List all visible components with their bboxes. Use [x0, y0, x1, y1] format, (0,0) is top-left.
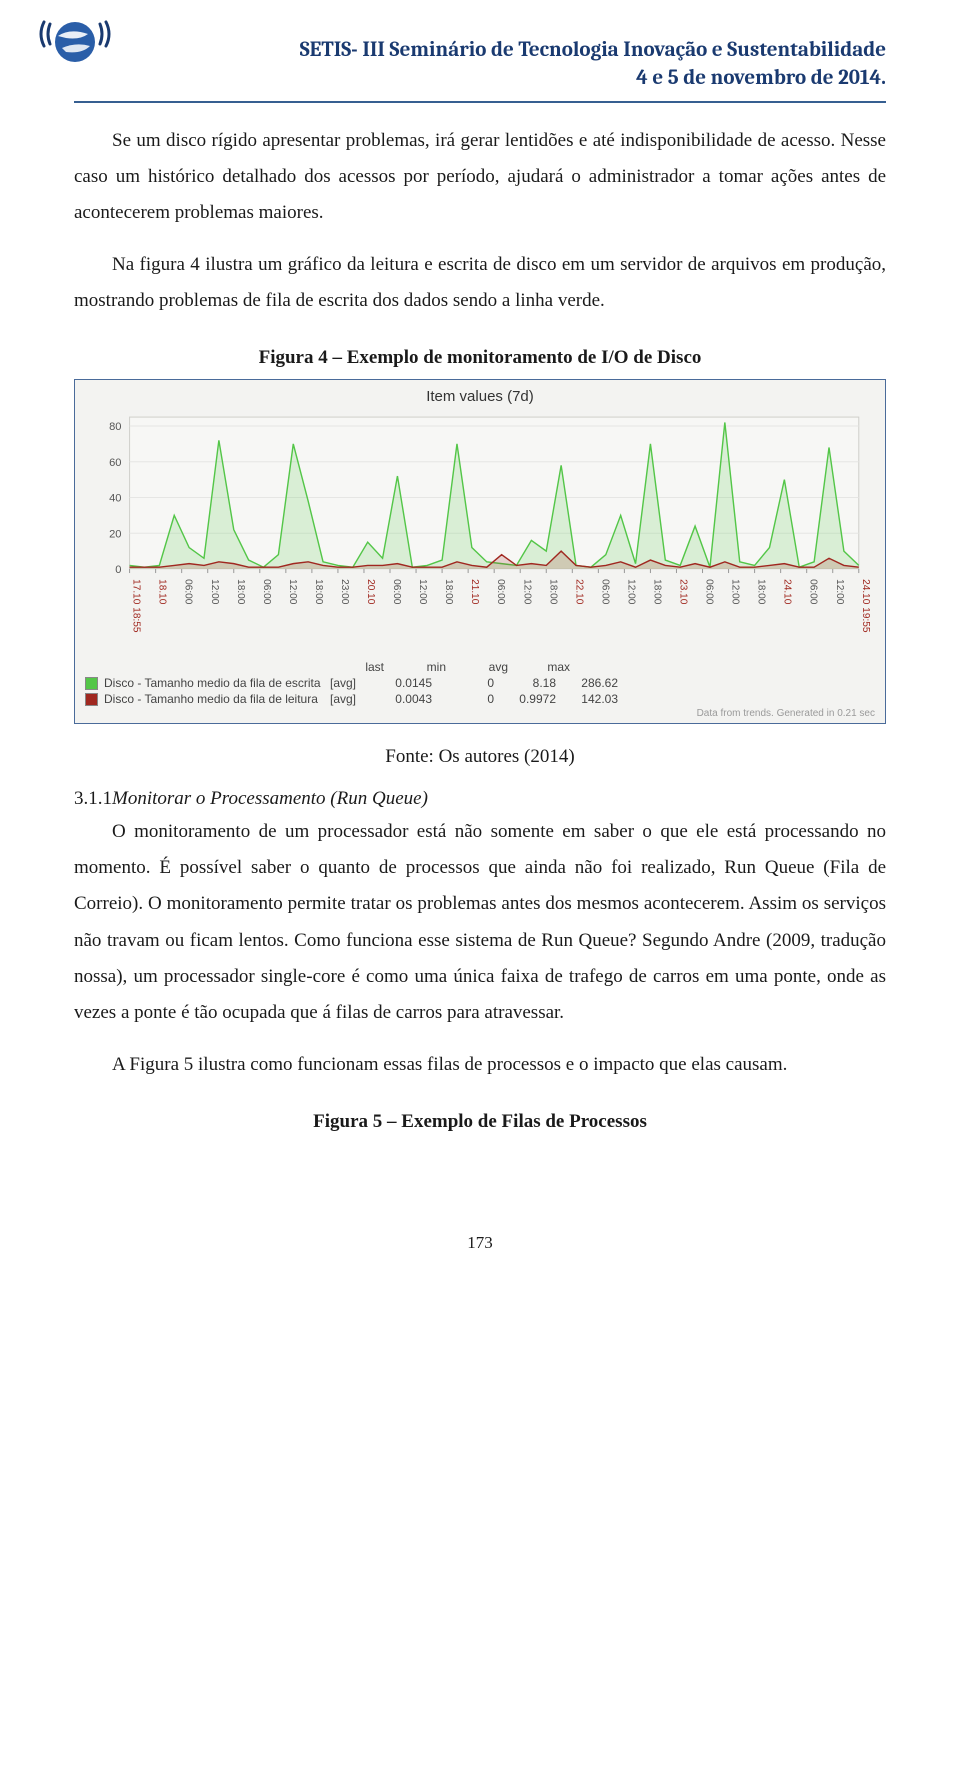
svg-text:0: 0 [115, 564, 121, 576]
svg-text:80: 80 [109, 421, 121, 433]
legend-max: 142.03 [562, 692, 618, 706]
svg-text:18:00: 18:00 [313, 579, 324, 605]
chart-svg: 0 20 40 60 80 17.10 18:55 18.10 06:00 12:00 18:0… [85, 411, 875, 654]
svg-text:06:00: 06:00 [261, 579, 272, 605]
svg-text:12:00: 12:00 [730, 579, 741, 605]
figure5-title: Figura 5 – Exemplo de Filas de Processos [74, 1111, 886, 1133]
legend-agg: [avg] [330, 692, 370, 706]
svg-text:22.10: 22.10 [573, 579, 584, 605]
svg-text:18:00: 18:00 [547, 579, 558, 605]
svg-text:18:00: 18:00 [235, 579, 246, 605]
section-heading: 3.1.1Monitorar o Processamento (Run Queu… [74, 788, 886, 810]
svg-text:06:00: 06:00 [599, 579, 610, 605]
header-rule [74, 101, 886, 103]
legend-max: 286.62 [562, 676, 618, 690]
svg-text:06:00: 06:00 [808, 579, 819, 605]
svg-text:18:00: 18:00 [756, 579, 767, 605]
svg-text:21.10: 21.10 [469, 579, 480, 605]
figure4-source: Fonte: Os autores (2014) [74, 746, 886, 768]
svg-text:12:00: 12:00 [209, 579, 220, 605]
legend-col: last [328, 660, 384, 674]
figure4-chart: Item values (7d) 0 20 40 60 80 17.10 18:55 18… [74, 379, 886, 724]
logo [36, 14, 114, 83]
svg-text:06:00: 06:00 [391, 579, 402, 605]
page-header: SETIS- III Seminário de Tecnologia Inova… [74, 36, 886, 93]
legend-last: 0.0145 [376, 676, 432, 690]
legend-label: Disco - Tamanho medio da fila de leitura [104, 692, 324, 706]
legend-col: avg [452, 660, 508, 674]
svg-text:18:00: 18:00 [443, 579, 454, 605]
svg-text:12:00: 12:00 [521, 579, 532, 605]
svg-text:20.10: 20.10 [365, 579, 376, 605]
page-number: 173 [74, 1233, 886, 1253]
svg-text:23:00: 23:00 [339, 579, 350, 605]
legend-avg: 0.9972 [500, 692, 556, 706]
figure4-title: Figura 4 – Exemplo de monitoramento de I… [74, 347, 886, 369]
svg-text:20: 20 [109, 528, 121, 540]
svg-text:12:00: 12:00 [625, 579, 636, 605]
header-line-2: 4 e 5 de novembro de 2014. [74, 64, 886, 92]
svg-text:24.10 19:55: 24.10 19:55 [860, 579, 871, 633]
legend-label: Disco - Tamanho medio da fila de escrita [104, 676, 324, 690]
svg-text:06:00: 06:00 [495, 579, 506, 605]
svg-text:12:00: 12:00 [417, 579, 428, 605]
svg-text:18.10: 18.10 [157, 579, 168, 605]
svg-text:17.10 18:55: 17.10 18:55 [131, 579, 142, 633]
paragraph: A Figura 5 ilustra como funcionam essas … [74, 1047, 886, 1083]
svg-text:40: 40 [109, 493, 121, 505]
legend-last: 0.0043 [376, 692, 432, 706]
svg-text:23.10: 23.10 [678, 579, 689, 605]
paragraph: Na figura 4 ilustra um gráfico da leitur… [74, 247, 886, 319]
svg-text:12:00: 12:00 [287, 579, 298, 605]
svg-text:06:00: 06:00 [183, 579, 194, 605]
header-line-1: SETIS- III Seminário de Tecnologia Inova… [74, 36, 886, 64]
svg-text:12:00: 12:00 [834, 579, 845, 605]
chart-title: Item values (7d) [85, 388, 875, 405]
svg-text:18:00: 18:00 [651, 579, 662, 605]
legend-avg: 8.18 [500, 676, 556, 690]
chart-footer-note: Data from trends. Generated in 0.21 sec [85, 708, 875, 719]
paragraph: Se um disco rígido apresentar problemas,… [74, 123, 886, 231]
legend-agg: [avg] [330, 676, 370, 690]
chart-legend: last min avg max Disco - Tamanho medio d… [85, 660, 875, 706]
legend-col: max [514, 660, 570, 674]
svg-text:06:00: 06:00 [704, 579, 715, 605]
legend-swatch-leitura [85, 693, 98, 706]
svg-text:24.10: 24.10 [782, 579, 793, 605]
legend-col: min [390, 660, 446, 674]
legend-min: 0 [438, 692, 494, 706]
legend-swatch-escrita [85, 677, 98, 690]
paragraph: O monitoramento de um processador está n… [74, 814, 886, 1031]
legend-min: 0 [438, 676, 494, 690]
svg-text:60: 60 [109, 457, 121, 469]
